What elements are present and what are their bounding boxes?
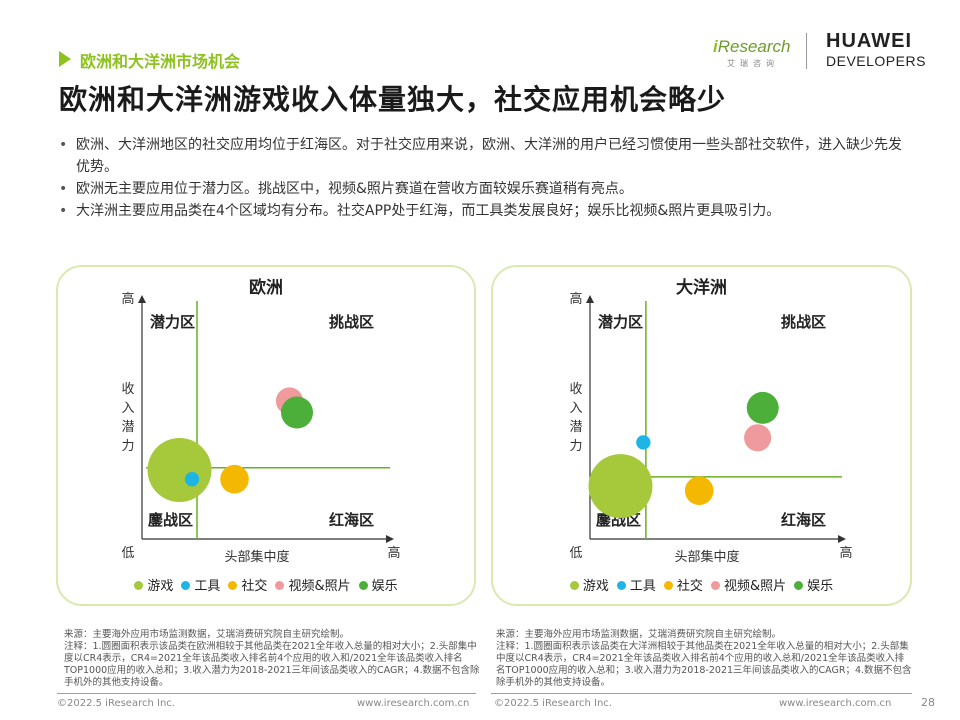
legend-swatch [228, 581, 238, 590]
legend-swatch [134, 581, 144, 590]
footer-divider [57, 693, 476, 694]
legend-swatch [710, 581, 720, 590]
legend-item: 游戏 [134, 575, 173, 594]
section-marker-icon [59, 51, 71, 67]
y-axis-title-char: 入 [569, 401, 582, 416]
legend-label: 工具 [629, 579, 656, 594]
source-note-oceania: 来源：主要海外应用市场监测数据，艾瑞消费研究院自主研究绘制。 注释：1.圆圈面积表… [496, 629, 912, 689]
note-line: 来源：主要海外应用市场监测数据，艾瑞消费研究院自主研究绘制。 [64, 629, 350, 640]
legend-label: 娱乐 [807, 579, 834, 594]
y-axis-title-char: 潜 [121, 420, 134, 435]
note-line: 注释：1.圆圈面积表示该品类在欧洲相较于其他品类在2021全年收入总量的相对大小… [64, 641, 480, 688]
legend-label: 视频&照片 [723, 579, 787, 594]
y-axis-high-label: 高 [121, 291, 134, 307]
section-label: 欧洲和大洋洲市场机会 [80, 52, 241, 71]
zone-label-potential: 潜力区 [598, 313, 643, 331]
zone-label-challenge: 挑战区 [781, 313, 826, 331]
zone-label-redsea: 红海区 [329, 511, 374, 529]
legend-item: 视频&照片 [275, 575, 351, 594]
legend-item: 娱乐 [358, 575, 398, 594]
bubble-娱乐 [746, 391, 779, 424]
x-axis-high-label: 高 [387, 545, 400, 561]
zone-label-redsea: 红海区 [781, 511, 826, 529]
note-line: 来源：主要海外应用市场监测数据，艾瑞消费研究院自主研究绘制。 [496, 629, 782, 640]
legend-swatch [569, 581, 579, 590]
oceania-chart-panel: 大洋洲 高低高头部集中度收入潜力潜力区 挑战区 鏖战区 红海区 游戏 工具 社交 视频&照片… [491, 265, 912, 606]
legend-label: 游戏 [582, 579, 609, 594]
legend-label: 游戏 [147, 579, 174, 594]
legend-item: 工具 [181, 575, 220, 594]
copyright: ©2022.5 iResearch Inc. [57, 698, 175, 709]
bubble-社交 [220, 464, 249, 494]
y-axis-title-char: 收 [121, 382, 134, 397]
legend-swatch [275, 581, 285, 590]
page-title: 欧洲和大洋洲游戏收入体量独大，社交应用机会略少 [59, 83, 727, 116]
legend-label: 社交 [241, 579, 268, 594]
legend-label: 工具 [194, 579, 221, 594]
chart-legend: 游戏 工具 社交 视频&照片 娱乐 [58, 575, 474, 594]
bubble-工具 [636, 435, 651, 450]
legend-item: 娱乐 [794, 575, 833, 594]
y-axis-title-char: 入 [121, 401, 134, 416]
bullet-item: 欧洲、大洋洲地区的社交应用均位于红海区。对于社交应用来说，欧洲、大洋洲的用户已经… [59, 134, 909, 178]
legend-swatch [181, 581, 191, 590]
europe-chart-panel: 欧洲 高低高头部集中度收入潜力潜力区 挑战区 鏖战区 红海区 游戏 工具 社交 视频&照片娱… [56, 265, 476, 606]
iresearch-logo-text: Research [717, 37, 791, 56]
zone-label-potential: 潜力区 [150, 313, 195, 331]
chart-title: 欧洲 [249, 278, 283, 298]
legend-swatch [663, 581, 673, 590]
legend-item: 社交 [663, 575, 703, 594]
x-axis-low-label: 低 [121, 546, 134, 561]
bullet-list: 欧洲、大洋洲地区的社交应用均位于红海区。对于社交应用来说，欧洲、大洋洲的用户已经… [59, 134, 909, 222]
x-axis-high-label: 高 [839, 545, 852, 561]
y-axis-title-char: 收 [569, 382, 582, 397]
legend-label: 视频&照片 [288, 579, 351, 594]
website-url: www.iresearch.com.cn [357, 698, 470, 709]
legend-item: 视频&照片 [710, 575, 787, 594]
footer-divider [491, 693, 912, 694]
copyright: ©2022.5 iResearch Inc. [494, 698, 612, 709]
huawei-logo: HUAWEI [826, 30, 912, 52]
legend-swatch [358, 581, 368, 590]
bullet-item: 欧洲无主要应用位于潜力区。挑战区中，视频&照片赛道在营收方面较娱乐赛道稍有亮点。 [59, 178, 909, 200]
legend-swatch [616, 581, 626, 590]
logo-divider [806, 33, 807, 69]
zone-label-challenge: 挑战区 [329, 313, 374, 331]
chart-legend: 游戏 工具 社交 视频&照片 娱乐 [493, 575, 910, 594]
legend-label: 娱乐 [371, 579, 398, 594]
source-note-europe: 来源：主要海外应用市场监测数据，艾瑞消费研究院自主研究绘制。 注释：1.圆圈面积表… [64, 629, 484, 689]
y-axis-high-label: 高 [569, 291, 582, 307]
page-number: 28 [921, 696, 935, 709]
legend-label: 社交 [676, 579, 703, 594]
x-axis-title: 头部集中度 [224, 549, 289, 565]
legend-swatch [794, 581, 804, 590]
bubble-社交 [684, 476, 714, 506]
y-axis-title-char: 力 [121, 439, 134, 454]
iresearch-logo-i: i [713, 37, 718, 56]
legend-item: 游戏 [569, 575, 609, 594]
note-line: 注释：1.圆圈面积表示该品类在大洋洲相较于其他品类在2021全年收入总量的相对大… [496, 641, 912, 688]
bubble-娱乐 [281, 396, 313, 429]
website-url: www.iresearch.com.cn [779, 698, 892, 709]
x-axis-title: 头部集中度 [674, 549, 739, 565]
iresearch-logo: iResearch 艾瑞咨询 [713, 33, 793, 73]
y-axis-title-char: 力 [569, 439, 582, 454]
chart-title: 大洋洲 [676, 278, 727, 298]
bubble-游戏 [588, 454, 653, 519]
iresearch-logo-sub: 艾瑞咨询 [727, 59, 779, 68]
zone-label-declining: 鏖战区 [148, 511, 193, 529]
legend-item: 工具 [616, 575, 656, 594]
huawei-logo-sub: DEVELOPERS [826, 53, 926, 69]
legend-item: 社交 [228, 575, 267, 594]
bubble-工具 [184, 472, 200, 487]
y-axis-title-char: 潜 [569, 420, 582, 435]
bullet-item: 大洋洲主要应用品类在4个区域均有分布。社交APP处于红海，而工具类发展良好；娱乐… [59, 200, 909, 222]
bubble-游戏 [147, 438, 212, 502]
x-axis-low-label: 低 [569, 546, 582, 561]
bubble-视频&照片 [744, 424, 772, 452]
